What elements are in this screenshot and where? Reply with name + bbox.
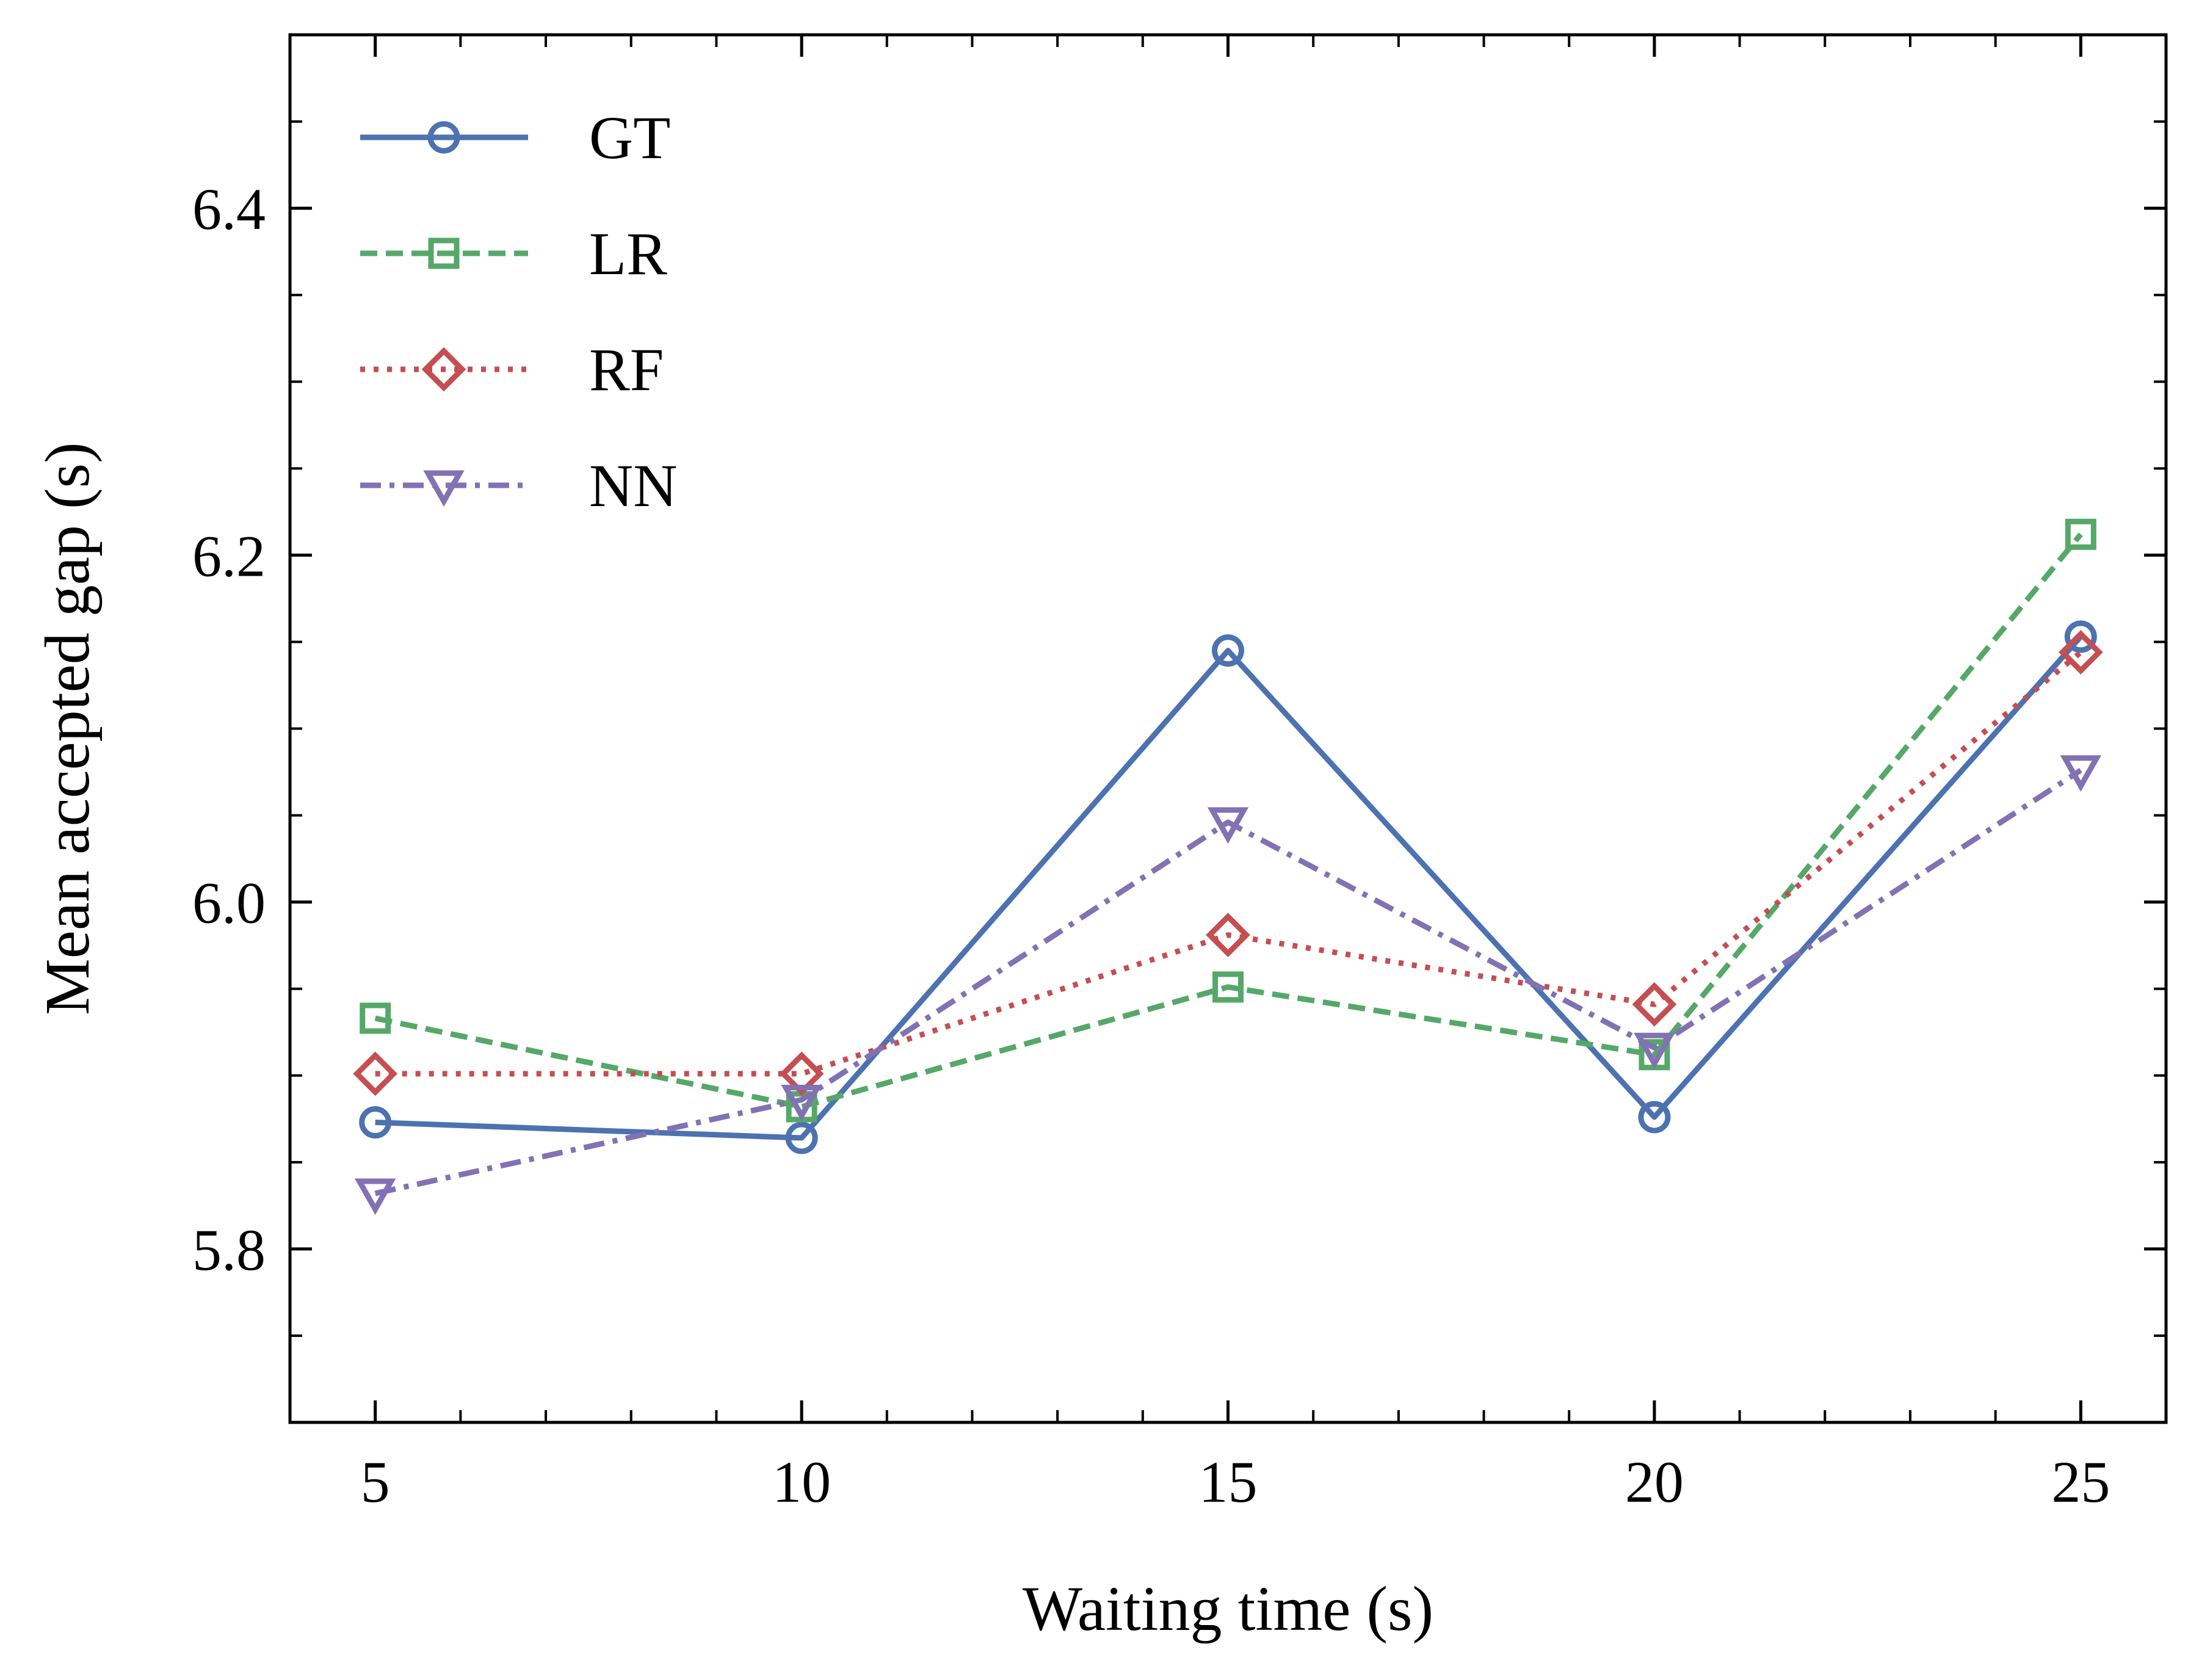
y-tick-label: 6.2 bbox=[192, 523, 266, 588]
x-axis-ticks: 5 10 15 20 25 bbox=[289, 35, 2167, 1515]
y-axis-label: Mean accepted gap (s) bbox=[32, 442, 103, 1015]
series-line-nn bbox=[374, 767, 2082, 1197]
x-tick-label: 20 bbox=[1625, 1449, 1684, 1515]
y-axis-ticks: 5.8 6.0 6.2 6.4 bbox=[192, 120, 2166, 1337]
data-point-rf bbox=[2058, 630, 2103, 675]
series-line-gt bbox=[375, 634, 2083, 1141]
legend-item-lr: LR bbox=[360, 220, 667, 288]
series-layer bbox=[353, 518, 2103, 1215]
y-tick-label: 6.4 bbox=[192, 176, 266, 242]
legend: GT LR RF NN bbox=[360, 104, 677, 520]
legend-item-rf: RF bbox=[360, 336, 664, 404]
data-point-rf bbox=[779, 1051, 824, 1096]
plot-area bbox=[288, 33, 2168, 1424]
data-point-lr bbox=[360, 1002, 391, 1034]
data-point-rf bbox=[353, 1051, 398, 1096]
data-point-lr bbox=[2065, 518, 2096, 550]
legend-label-lr: LR bbox=[589, 220, 667, 288]
data-point-lr bbox=[1212, 971, 1244, 1003]
series-line-lr bbox=[374, 532, 2083, 1110]
series-rf bbox=[353, 630, 2103, 1096]
legend-marker-lr bbox=[428, 237, 460, 269]
data-point-nn bbox=[781, 1085, 822, 1121]
data-point-nn bbox=[354, 1178, 396, 1215]
legend-marker-rf bbox=[421, 347, 466, 392]
data-point-gt bbox=[359, 1106, 392, 1139]
x-tick-label: 10 bbox=[772, 1449, 831, 1515]
data-point-nn bbox=[1207, 807, 1249, 844]
data-point-gt bbox=[2064, 620, 2097, 653]
legend-label-nn: NN bbox=[589, 452, 677, 520]
data-point-nn bbox=[1634, 1032, 1675, 1070]
legend-label-rf: RF bbox=[589, 336, 664, 404]
legend-label-gt: GT bbox=[589, 104, 670, 172]
x-tick-label: 25 bbox=[2051, 1449, 2110, 1515]
y-tick-label: 5.8 bbox=[192, 1217, 266, 1283]
data-point-gt bbox=[785, 1121, 818, 1154]
data-point-gt bbox=[1212, 634, 1244, 667]
series-line-rf bbox=[375, 650, 2083, 1077]
x-tick-label: 15 bbox=[1199, 1449, 1258, 1515]
data-point-gt bbox=[1638, 1101, 1671, 1134]
legend-item-gt: GT bbox=[360, 104, 670, 172]
legend-item-nn: NN bbox=[360, 452, 677, 520]
y-tick-label: 6.0 bbox=[192, 871, 266, 936]
legend-marker-nn bbox=[423, 470, 465, 507]
x-axis-label: Waiting time (s) bbox=[1023, 1574, 1433, 1644]
data-point-rf bbox=[1206, 913, 1250, 957]
legend-marker-gt bbox=[427, 121, 460, 154]
x-tick-label: 5 bbox=[361, 1449, 390, 1515]
data-point-rf bbox=[1632, 982, 1677, 1027]
series-nn bbox=[354, 755, 2102, 1215]
data-point-nn bbox=[2060, 755, 2102, 792]
axes-frame bbox=[288, 33, 2168, 1424]
